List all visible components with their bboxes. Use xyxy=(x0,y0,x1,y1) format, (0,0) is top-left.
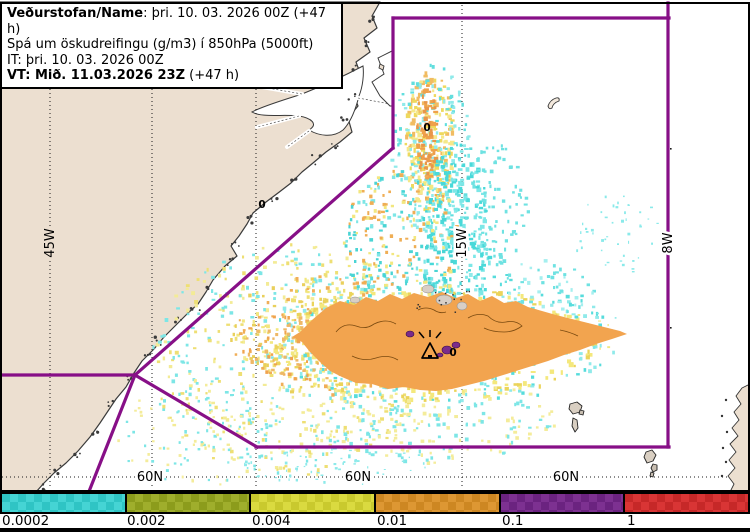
parallel-label: 60N xyxy=(553,470,579,485)
graticule-labels: 45W 15W 8W 60N 60N 60N 0 0 0 xyxy=(41,122,679,488)
parallel-label: 60N xyxy=(137,470,163,485)
colorbar-segment xyxy=(623,494,749,512)
info-line-3: IT: þri. 10. 03. 2026 00Z xyxy=(7,52,164,68)
zero-contour-label: 0 xyxy=(449,347,456,359)
colorbar-segment xyxy=(249,494,375,512)
colorbar-segment xyxy=(374,494,499,512)
colorbar-value-label: 0.0002 xyxy=(2,513,50,529)
colorbar-value-label: 0.01 xyxy=(377,513,408,529)
colorbar-value-label: 0.002 xyxy=(127,513,166,529)
zero-contour-label: 0 xyxy=(258,199,265,211)
colorbar-value-label: 0.004 xyxy=(252,513,291,529)
fir-boundary xyxy=(0,1,671,492)
colorbar-segment xyxy=(124,494,250,512)
volcano-marker-icon xyxy=(418,330,442,359)
valid-time: VT: Mið. 11.03.2026 23Z xyxy=(7,68,186,83)
colorbar-scale-labels: 0.0002 0.002 0.004 0.01 0.1 1 xyxy=(0,514,750,528)
colorbar-segment xyxy=(498,494,624,512)
zero-contour-label: 0 xyxy=(423,122,430,134)
forecast-info-box: Veðurstofan/Name: þri. 10. 03. 2026 00Z … xyxy=(0,2,343,89)
concentration-colorbar xyxy=(0,492,750,514)
map-border xyxy=(0,2,750,492)
islands xyxy=(378,63,750,492)
parallel-label: 60N xyxy=(345,470,371,485)
bottom-border-bar xyxy=(0,528,750,532)
colorbar-segment xyxy=(2,494,125,512)
meridian-label: 8W xyxy=(661,232,676,253)
forecast-map: 45W 15W 8W 60N 60N 60N 0 0 0 xyxy=(0,0,750,492)
colorbar-value-label: 0.1 xyxy=(502,513,524,529)
meridian-label: 45W xyxy=(43,228,58,258)
colorbar-value-label: 1 xyxy=(627,513,636,529)
info-line-4: VT: Mið. 11.03.2026 23Z (+47 h) xyxy=(7,68,240,83)
info-line-1: Veðurstofan/Name: þri. 10. 03. 2026 00Z … xyxy=(7,6,326,37)
ash-main-cloud xyxy=(292,292,627,391)
ash-cloud-detail xyxy=(335,284,579,361)
greenland-landmass xyxy=(0,1,395,492)
meridian-label: 15W xyxy=(455,228,470,258)
issuer-name: Veðurstofan/Name xyxy=(7,6,144,21)
info-line-2: Spá um öskudreifingu (g/m3) í 850hPa (50… xyxy=(7,37,314,52)
